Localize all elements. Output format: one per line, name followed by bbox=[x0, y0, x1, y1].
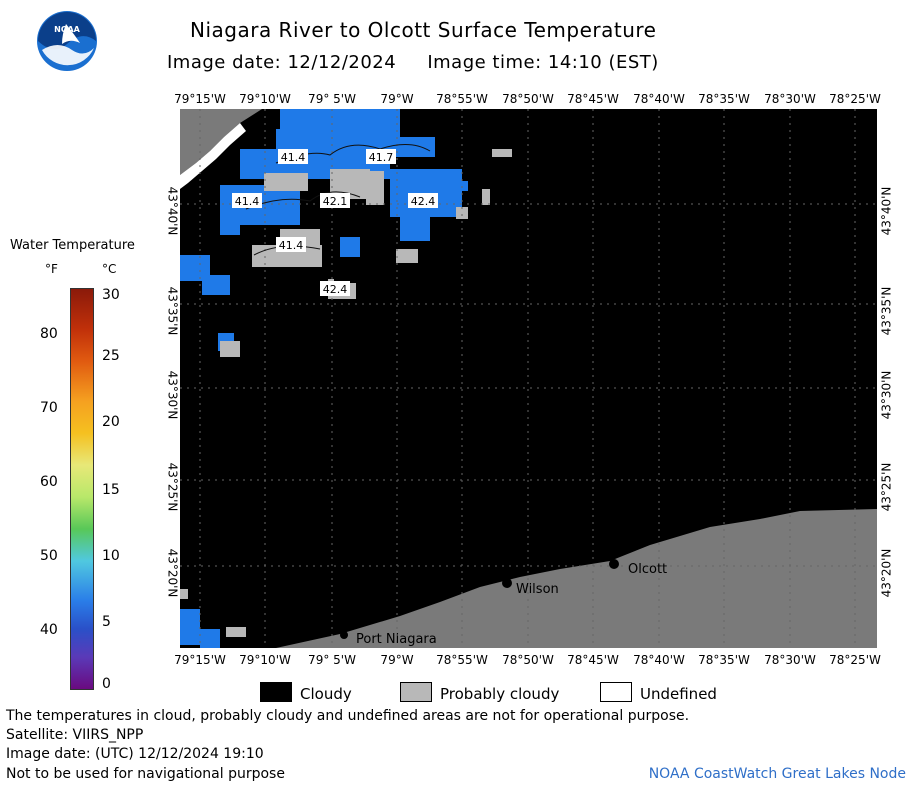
lat-label: 43°40'N bbox=[165, 186, 180, 236]
olcott-label: Olcott bbox=[628, 562, 667, 577]
lat-label: 43°20'N bbox=[879, 548, 894, 598]
graticule bbox=[180, 109, 877, 648]
temperature-map: 41.4 41.7 41.4 42.1 42.4 41.4 42.4 Olcot… bbox=[180, 109, 877, 648]
lon-labels-top: 79°15'W 79°10'W 79° 5'W 79°W 78°55'W 78°… bbox=[0, 92, 916, 108]
lon-label: 78°55'W bbox=[436, 92, 488, 106]
lon-label: 78°30'W bbox=[764, 653, 816, 667]
image-time: Image time: 14:10 (EST) bbox=[427, 52, 659, 73]
undefined-strip bbox=[180, 123, 246, 189]
lon-label: 78°45'W bbox=[567, 653, 619, 667]
temp-label: 42.4 bbox=[323, 283, 348, 296]
c-tick: 15 bbox=[102, 482, 120, 498]
f-tick: 80 bbox=[40, 326, 58, 342]
temp-label: 41.4 bbox=[235, 195, 260, 208]
lon-labels-bottom: 79°15'W 79°10'W 79° 5'W 79°W 78°55'W 78°… bbox=[0, 653, 916, 669]
image-date: Image date: 12/12/2024 bbox=[167, 52, 397, 73]
lat-label: 43°30'N bbox=[165, 370, 180, 420]
probably-cloudy-label: Probably cloudy bbox=[440, 685, 560, 703]
lon-label: 78°50'W bbox=[502, 653, 554, 667]
lon-label: 78°40'W bbox=[633, 653, 685, 667]
lat-label: 43°35'N bbox=[165, 286, 180, 336]
unit-celsius: °C bbox=[102, 262, 117, 276]
f-tick: 50 bbox=[40, 548, 58, 564]
lon-label: 78°40'W bbox=[633, 92, 685, 106]
lat-label: 43°30'N bbox=[879, 370, 894, 420]
f-tick: 40 bbox=[40, 622, 58, 638]
temp-label: 41.4 bbox=[279, 239, 304, 252]
cloudy-label: Cloudy bbox=[300, 685, 352, 703]
lon-label: 78°50'W bbox=[502, 92, 554, 106]
temp-label: 42.1 bbox=[323, 195, 348, 208]
lon-label: 78°25'W bbox=[829, 653, 881, 667]
lon-label: 78°45'W bbox=[567, 92, 619, 106]
credit-text: NOAA CoastWatch Great Lakes Node bbox=[648, 766, 906, 782]
cloudy-swatch bbox=[260, 682, 292, 702]
lon-label: 78°35'W bbox=[698, 92, 750, 106]
port-niagara-marker bbox=[340, 631, 348, 639]
temp-label: 41.7 bbox=[369, 151, 394, 164]
page-title: Niagara River to Olcott Surface Temperat… bbox=[190, 18, 657, 42]
unit-fahrenheit: °F bbox=[45, 262, 58, 276]
c-tick: 5 bbox=[102, 614, 111, 630]
c-tick: 0 bbox=[102, 676, 111, 692]
lat-label: 43°35'N bbox=[879, 286, 894, 336]
lon-label: 78°55'W bbox=[436, 653, 488, 667]
temp-label: 42.4 bbox=[411, 195, 436, 208]
c-tick: 30 bbox=[102, 287, 120, 303]
navigation-warning: Not to be used for navigational purpose bbox=[6, 766, 285, 782]
lon-label: 78°25'W bbox=[829, 92, 881, 106]
lon-label: 78°30'W bbox=[764, 92, 816, 106]
legend-title: Water Temperature bbox=[10, 238, 135, 253]
temperature-labels: 41.4 41.7 41.4 42.1 42.4 41.4 42.4 bbox=[232, 149, 438, 296]
f-tick: 70 bbox=[40, 400, 58, 416]
lon-label: 79°15'W bbox=[174, 653, 226, 667]
lat-label: 43°25'N bbox=[165, 462, 180, 512]
probably-cloudy-swatch bbox=[400, 682, 432, 702]
wilson-label: Wilson bbox=[516, 582, 559, 597]
lon-label: 79° 5'W bbox=[308, 92, 356, 106]
lon-label: 79° 5'W bbox=[308, 653, 356, 667]
lon-label: 79°W bbox=[380, 653, 414, 667]
lat-label: 43°25'N bbox=[879, 462, 894, 512]
disclaimer-text: The temperatures in cloud, probably clou… bbox=[6, 708, 690, 724]
lon-label: 78°35'W bbox=[698, 653, 750, 667]
color-scale-bar bbox=[70, 288, 94, 690]
temp-label: 41.4 bbox=[281, 151, 306, 164]
land-new-york bbox=[276, 509, 877, 648]
undefined-label: Undefined bbox=[640, 685, 717, 703]
lon-label: 79°W bbox=[380, 92, 414, 106]
lon-label: 79°10'W bbox=[239, 653, 291, 667]
noaa-logo-text: NOAA bbox=[54, 25, 80, 34]
utc-date-text: Image date: (UTC) 12/12/2024 19:10 bbox=[6, 746, 264, 762]
c-tick: 25 bbox=[102, 348, 120, 364]
olcott-marker bbox=[609, 559, 619, 569]
lat-label: 43°40'N bbox=[879, 186, 894, 236]
undefined-swatch bbox=[600, 682, 632, 702]
c-tick: 20 bbox=[102, 414, 120, 430]
lat-label: 43°20'N bbox=[165, 548, 180, 598]
port-niagara-label: Port Niagara bbox=[356, 632, 437, 647]
wilson-marker bbox=[502, 578, 512, 588]
lon-label: 79°15'W bbox=[174, 92, 226, 106]
lon-label: 79°10'W bbox=[239, 92, 291, 106]
c-tick: 10 bbox=[102, 548, 120, 564]
f-tick: 60 bbox=[40, 474, 58, 490]
noaa-logo: NOAA bbox=[36, 10, 98, 72]
satellite-text: Satellite: VIIRS_NPP bbox=[6, 727, 144, 743]
image-date-time: Image date: 12/12/2024 Image time: 14:10… bbox=[167, 52, 659, 73]
